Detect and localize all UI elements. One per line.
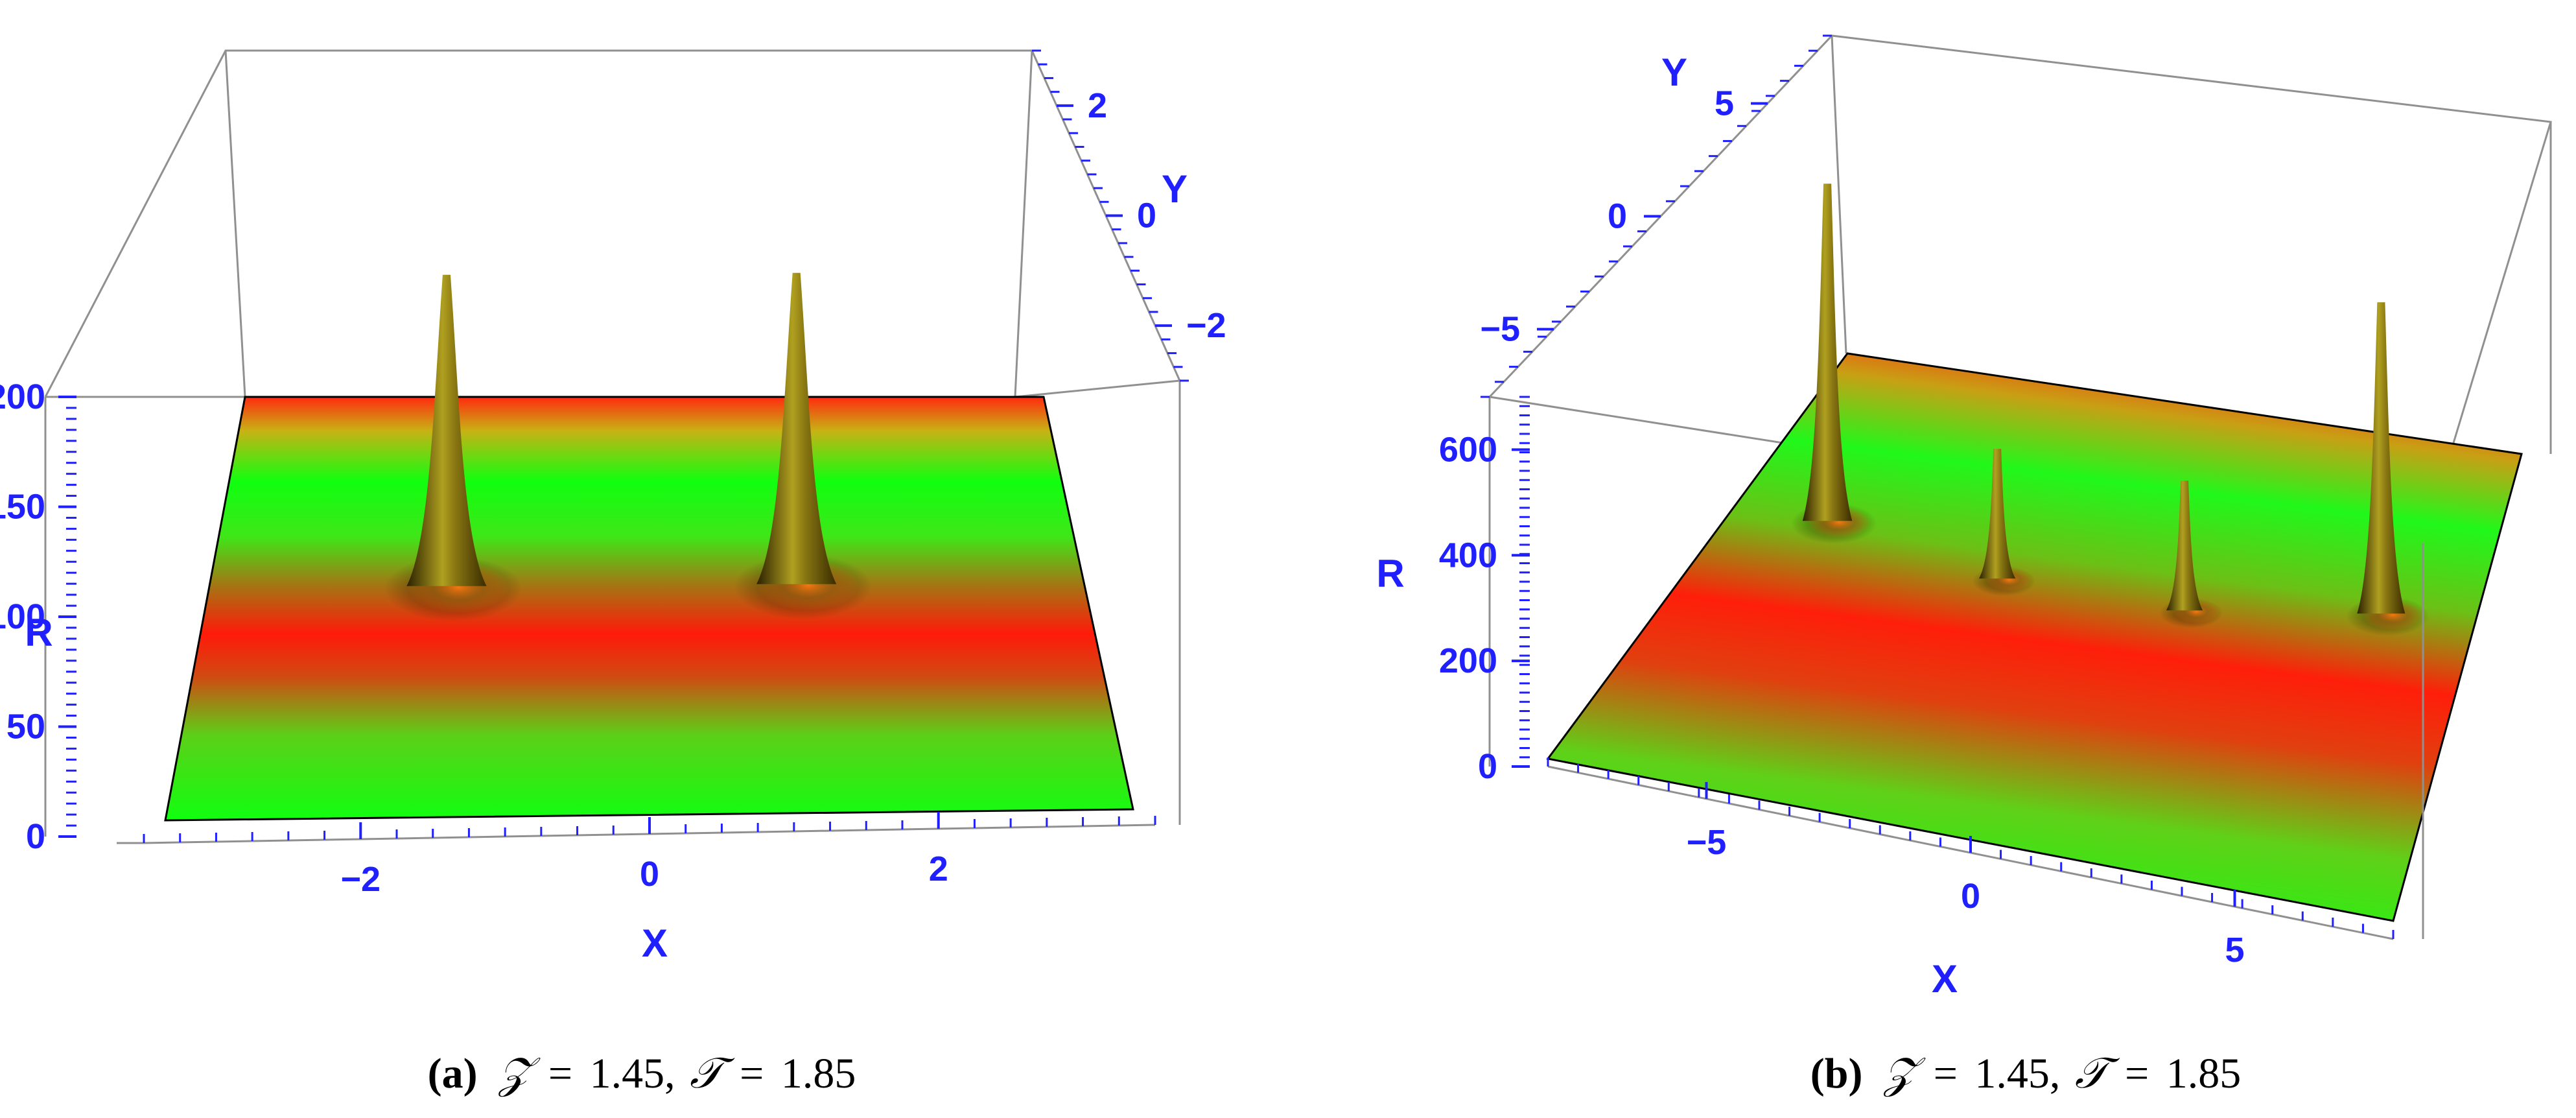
peak-spike — [406, 274, 487, 586]
z-tick-label: 100 — [0, 597, 45, 636]
z-tick-label: 600 — [1439, 430, 1497, 469]
panel-b-caption-z-symbol: 𝒵 — [1882, 1050, 1926, 1097]
z-tick-label: 0 — [1478, 747, 1497, 786]
peak-spike — [2166, 481, 2203, 611]
panel-a-zlabel: R — [25, 611, 53, 654]
y-tick-label: −5 — [1480, 310, 1520, 349]
panel-b-caption-z-value: 1.45 — [1974, 1050, 2050, 1097]
panel-b-box-inner-left — [1831, 35, 1847, 354]
panel-a-caption: (a) 𝒵 = 1.45, 𝒯 = 1.85 — [428, 1050, 856, 1097]
peak — [734, 272, 872, 620]
y-tick-label: 0 — [1608, 197, 1627, 236]
panel-b-axes: 0 200 400 600 −5 0 5 5 0 −5 — [1439, 34, 2395, 969]
panel-a-caption-z-symbol: 𝒵 — [497, 1050, 541, 1097]
panel-a-ylabel: Y — [1162, 167, 1188, 211]
panel-a-box-back — [44, 49, 1181, 398]
peak — [2346, 302, 2430, 636]
z-tick-label: 150 — [0, 488, 45, 527]
z-tick-label: 50 — [6, 708, 45, 746]
z-tick-label: 200 — [1439, 641, 1497, 680]
panel-a-box-inner-right — [1014, 50, 1033, 398]
z-tick-label: 0 — [26, 817, 45, 856]
panel-b-caption-t-symbol: 𝒯 — [2075, 1050, 2120, 1097]
panel-a-box-top-right — [1014, 379, 1180, 398]
peak — [2159, 481, 2223, 628]
panel-a-peaks — [384, 272, 872, 622]
x-tick-label: 0 — [1961, 877, 1980, 916]
panel-a-xlabel: X — [642, 922, 668, 965]
peak-spike — [756, 272, 837, 584]
peak — [1972, 449, 2035, 597]
x-tick-label: 2 — [929, 850, 948, 888]
panel-a-caption-t-symbol: 𝒯 — [690, 1050, 735, 1097]
x-tick-label: 5 — [2225, 931, 2244, 969]
panel-b-caption-t-value: 1.85 — [2166, 1050, 2242, 1097]
peak-spike — [2357, 302, 2406, 614]
panel-a-caption-z-value: 1.45 — [590, 1050, 665, 1097]
panel-b-ylabel: Y — [1661, 51, 1687, 94]
peak — [1790, 184, 1877, 544]
y-tick-label: 0 — [1137, 196, 1156, 235]
y-tick-label: 2 — [1088, 86, 1107, 125]
panel-b-peaks — [1790, 184, 2430, 636]
panel-a-surface — [164, 396, 1134, 822]
panel-a-caption-label: (a) — [428, 1050, 478, 1097]
panel-a-box-inner-left — [224, 50, 246, 398]
y-tick-label: 5 — [1715, 84, 1734, 123]
z-tick-label: 400 — [1439, 536, 1497, 575]
x-tick-label: −2 — [340, 860, 381, 899]
x-tick-label: −5 — [1687, 823, 1727, 862]
panel-a: 0 50 100 150 200 −2 0 2 2 0 −2 X Y R (a) 𝒵 = 1.45,… — [0, 49, 1226, 1097]
peak-spike — [1802, 184, 1853, 521]
panel-b-caption-label: (b) — [1810, 1050, 1863, 1097]
panel-a-axes: 0 50 100 150 200 −2 0 2 2 0 −2 — [0, 49, 1226, 899]
panel-b-xlabel: X — [1932, 957, 1958, 1001]
peak-spike — [1979, 449, 2016, 579]
panel-b: 0 200 400 600 −5 0 5 5 0 −5 X Y R (b) 𝒵 = 1.45, 𝒯… — [1376, 34, 2552, 1097]
panel-a-caption-t-value: 1.85 — [781, 1050, 856, 1097]
panel-b-zlabel: R — [1376, 552, 1404, 595]
panel-b-caption: (b) 𝒵 = 1.45, 𝒯 = 1.85 — [1810, 1050, 2241, 1097]
x-tick-label: 0 — [640, 855, 659, 894]
y-tick-label: −2 — [1186, 306, 1226, 345]
peak — [384, 274, 522, 622]
z-tick-label: 200 — [0, 377, 45, 416]
panel-b-surface — [1546, 352, 2523, 922]
